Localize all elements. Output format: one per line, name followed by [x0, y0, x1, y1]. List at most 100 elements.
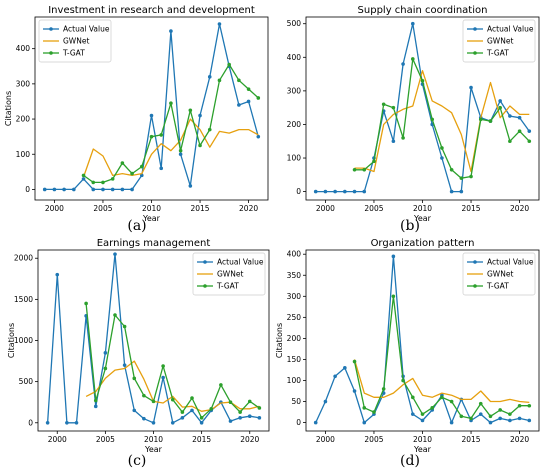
y-tick-label: 400 [287, 250, 302, 259]
data-point [478, 117, 483, 122]
data-point [238, 416, 242, 420]
series-line [83, 63, 259, 184]
data-point [180, 410, 185, 414]
data-point [313, 189, 318, 194]
data-point [170, 420, 175, 425]
data-point [93, 398, 98, 403]
data-point [391, 294, 396, 299]
x-axis-label: Year [413, 445, 432, 454]
x-tick-label: 2010 [413, 435, 432, 444]
x-tick-label: 2020 [240, 435, 259, 444]
y-tick-label: 100 [16, 150, 31, 159]
data-point [391, 139, 396, 144]
legend-label: Actual Value [217, 258, 264, 267]
data-point [101, 180, 105, 185]
panel-letter: (d) [400, 453, 420, 469]
x-tick-label: 2015 [190, 204, 209, 213]
legend-label: T-GAT [486, 282, 509, 291]
data-point [352, 359, 357, 364]
data-point [52, 187, 57, 192]
data-point [498, 99, 502, 103]
y-tick-label: 2000 [14, 254, 33, 263]
series-actual-value [45, 252, 262, 425]
series-actual-value [42, 22, 261, 192]
data-point [343, 189, 347, 194]
y-tick-label: 100 [287, 376, 302, 385]
x-tick-label: 2020 [510, 435, 529, 444]
data-point [238, 410, 242, 414]
x-tick-label: 2000 [316, 204, 335, 213]
data-point [469, 174, 473, 179]
data-point [199, 420, 204, 425]
legend-box [192, 252, 266, 296]
data-point [508, 412, 512, 416]
y-tick-label: 200 [16, 115, 31, 124]
data-point [449, 167, 454, 172]
data-point [381, 387, 386, 391]
data-point [142, 393, 146, 398]
data-point [188, 184, 193, 188]
legend-label: Actual Value [63, 25, 110, 34]
data-point [517, 129, 522, 133]
data-point [132, 376, 137, 381]
data-point [132, 408, 137, 413]
x-axis-label: Year [144, 445, 163, 454]
data-point [343, 366, 347, 370]
data-point [159, 166, 164, 171]
legend-marker [49, 27, 53, 31]
data-point [72, 187, 76, 192]
legend-label: GWNet [63, 37, 89, 46]
data-point [130, 187, 134, 192]
data-point [372, 410, 376, 414]
data-point [55, 272, 60, 277]
data-point [91, 187, 96, 192]
data-point [110, 187, 115, 192]
legend-label: GWNet [487, 37, 513, 46]
data-point [362, 167, 367, 172]
data-point [410, 412, 415, 416]
data-point [517, 115, 522, 120]
y-tick-label: 300 [287, 86, 302, 95]
series-line [353, 359, 530, 404]
x-axis-label: Year [413, 214, 432, 223]
data-point [430, 406, 435, 410]
y-tick-label: 250 [287, 313, 302, 322]
data-point [198, 113, 202, 118]
data-point [256, 134, 261, 139]
legend-label: Actual Value [487, 25, 534, 34]
x-tick-label: 2015 [461, 204, 480, 213]
data-point [217, 78, 222, 83]
data-point [247, 399, 252, 404]
data-point [246, 87, 251, 91]
data-point [42, 187, 47, 192]
legend-box [462, 19, 536, 63]
legend-marker [49, 51, 53, 55]
data-point [459, 414, 464, 419]
data-point [103, 351, 108, 355]
series-line [354, 70, 530, 173]
data-point [217, 22, 222, 26]
data-point [256, 96, 261, 100]
data-point [228, 419, 233, 423]
data-point [110, 177, 115, 181]
legend-label: T-GAT [216, 282, 239, 291]
legend-marker [203, 284, 207, 288]
data-point [120, 161, 125, 165]
data-point [508, 139, 512, 144]
data-point [420, 418, 425, 423]
data-point [527, 129, 532, 133]
legend-label: Actual Value [487, 258, 534, 267]
y-tick-label: 500 [19, 377, 34, 386]
data-point [372, 159, 376, 164]
legend-box [462, 252, 536, 296]
data-point [84, 301, 88, 306]
data-point [323, 189, 328, 194]
data-point [469, 85, 473, 90]
x-tick-label: 2005 [364, 435, 383, 444]
series-gwnet [353, 359, 530, 404]
data-point [362, 189, 367, 194]
data-point [257, 406, 262, 410]
y-tick-label: 50 [291, 397, 301, 406]
data-point [257, 416, 262, 420]
